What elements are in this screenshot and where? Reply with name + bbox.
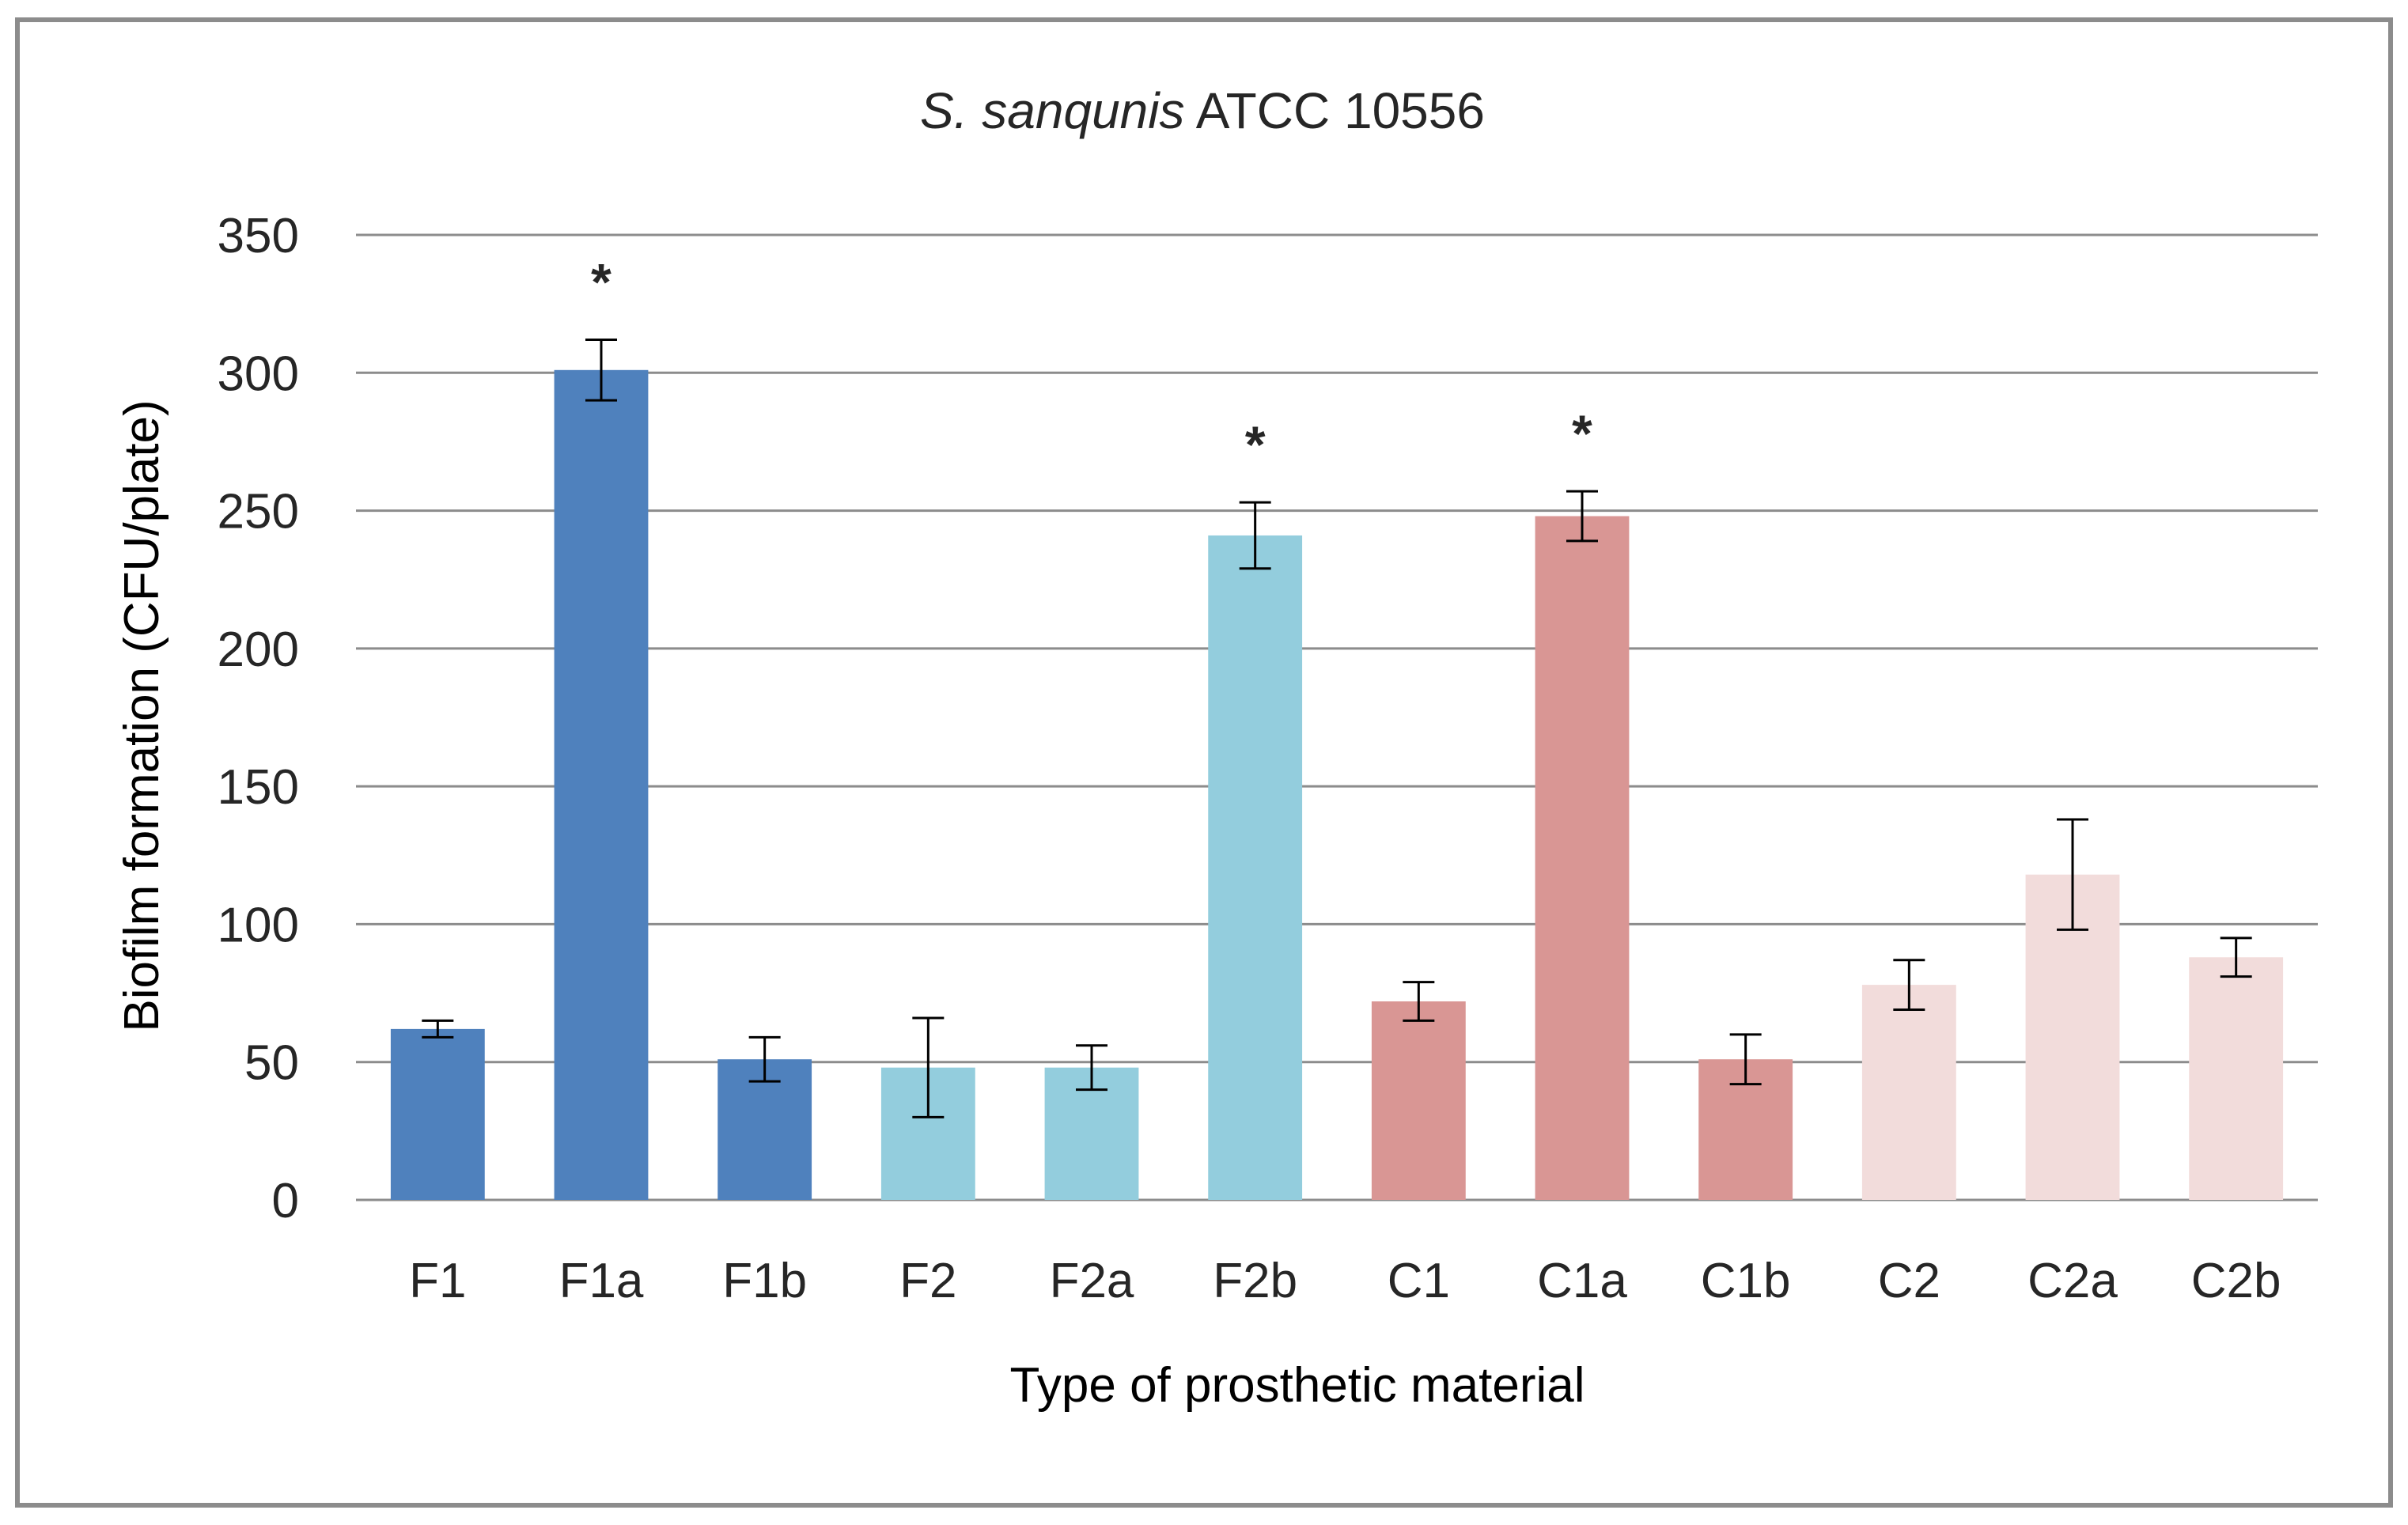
x-tick-label: C2 — [1878, 1254, 1940, 1308]
significance-marker: * — [1572, 404, 1592, 463]
x-tick-label: C2b — [2191, 1254, 2281, 1308]
bar — [2189, 957, 2283, 1200]
x-tick-label: F2a — [1050, 1254, 1134, 1308]
x-tick-label: F2b — [1213, 1254, 1297, 1308]
x-tick-label: F2 — [899, 1254, 956, 1308]
bar — [1372, 1001, 1466, 1200]
chart-title-rest: ATCC 10556 — [1184, 82, 1484, 139]
x-tick-label: F1a — [559, 1254, 644, 1308]
y-tick-label: 50 — [244, 1036, 299, 1091]
bar-chart: S. sanqunis ATCC 10556 0 50 100 150 200 250 30… — [0, 0, 2408, 1525]
y-tick-label: 250 — [218, 485, 299, 539]
y-tick-label: 0 — [272, 1174, 299, 1228]
bar — [1208, 535, 1302, 1200]
x-tick-label: F1 — [409, 1254, 466, 1308]
y-tick-label: 150 — [218, 760, 299, 815]
y-axis-title: Biofilm formation (CFU/plate) — [115, 399, 169, 1031]
x-tick-label: C1b — [1701, 1254, 1791, 1308]
chart-title-italic: S. sanqunis — [920, 82, 1184, 139]
x-tick-label: C1a — [1537, 1254, 1627, 1308]
y-tick-label: 350 — [218, 209, 299, 263]
x-tick-label: C2a — [2027, 1254, 2118, 1308]
x-tick-label: C1 — [1388, 1254, 1450, 1308]
bar — [555, 370, 649, 1200]
significance-marker: * — [1245, 415, 1266, 474]
significance-marker: * — [591, 252, 611, 311]
y-tick-label: 300 — [218, 346, 299, 401]
bar — [1535, 517, 1630, 1200]
x-tick-label: F1b — [722, 1254, 807, 1308]
bar — [1862, 985, 1956, 1200]
chart-title: S. sanqunis ATCC 10556 — [920, 82, 1485, 139]
y-tick-label: 100 — [218, 898, 299, 952]
y-tick-label: 200 — [218, 622, 299, 677]
x-axis-title: Type of prosthetic material — [1009, 1358, 1585, 1413]
bar — [391, 1029, 485, 1200]
